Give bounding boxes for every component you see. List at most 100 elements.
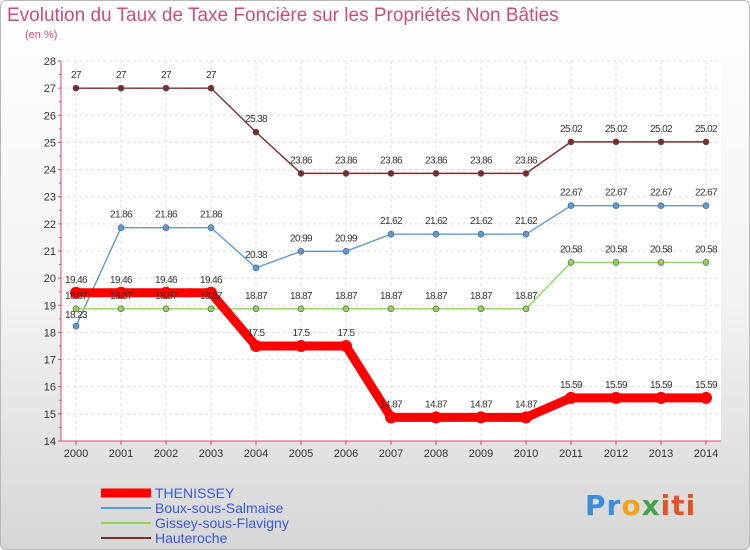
data-point-3 [432, 170, 440, 177]
data-point-3 [522, 170, 530, 177]
data-label: 27 [161, 70, 172, 81]
data-point-2 [432, 305, 440, 313]
data-label: 20.58 [560, 244, 583, 255]
data-point-3 [612, 138, 620, 146]
data-point-0 [250, 340, 262, 352]
data-point-0 [70, 286, 82, 299]
data-label: 20.99 [335, 233, 358, 244]
data-label: 14.87 [380, 399, 403, 410]
data-point-0 [205, 286, 217, 299]
y-tick-label: 17 [44, 355, 56, 367]
data-point-3 [387, 170, 395, 177]
data-label: 27 [116, 70, 127, 81]
y-tick-label: 24 [44, 165, 56, 177]
data-label: 18.23 [65, 310, 88, 321]
data-point-0 [520, 411, 532, 424]
data-label: 18.87 [155, 291, 178, 302]
data-label: 20.58 [605, 244, 628, 255]
data-point-1 [117, 224, 125, 231]
y-tick-label: 14 [44, 436, 56, 448]
data-point-1 [297, 247, 305, 255]
chart-subtitle: (en %) [25, 29, 58, 41]
y-tick-label: 28 [44, 56, 56, 68]
data-point-1 [567, 202, 575, 209]
legend-label: Gissey-sous-Flavigny [155, 515, 289, 531]
data-point-3 [567, 138, 575, 146]
data-point-2 [477, 305, 485, 313]
data-label: 25.02 [650, 124, 673, 135]
y-tick-label: 18 [44, 327, 56, 339]
data-point-0 [655, 391, 667, 404]
x-tick-label: 2006 [334, 448, 358, 460]
data-label: 18.87 [245, 291, 268, 302]
y-tick-label: 23 [44, 192, 56, 204]
legend-label: THENISSEY [155, 485, 235, 501]
data-point-2 [612, 259, 620, 266]
data-label: 18.87 [200, 291, 223, 302]
data-point-3 [297, 170, 305, 177]
x-tick-label: 2010 [514, 448, 538, 460]
data-label: 20.99 [290, 233, 313, 244]
data-point-2 [567, 259, 575, 266]
data-point-0 [340, 340, 352, 352]
x-tick-label: 2014 [694, 448, 718, 460]
data-point-0 [475, 411, 487, 424]
data-label: 20.58 [695, 244, 718, 255]
y-tick-label: 25 [44, 137, 56, 149]
data-label: 18.87 [425, 291, 448, 302]
data-label: 21.86 [200, 210, 223, 221]
y-tick-label: 19 [44, 300, 56, 312]
x-tick-label: 2012 [604, 448, 628, 460]
data-point-2 [207, 305, 215, 313]
data-label: 21.62 [470, 216, 493, 227]
data-point-1 [252, 264, 260, 272]
data-point-2 [72, 305, 80, 313]
data-point-1 [207, 224, 215, 231]
data-label: 25.02 [605, 124, 628, 135]
x-tick-label: 2008 [424, 448, 448, 460]
data-label: 25.02 [560, 124, 583, 135]
data-label: 14.87 [470, 399, 493, 410]
x-tick-label: 2003 [199, 448, 223, 460]
y-tick-label: 20 [44, 273, 56, 285]
data-point-2 [657, 259, 665, 266]
data-label: 22.67 [560, 188, 583, 199]
data-label: 19.46 [65, 275, 88, 286]
data-point-3 [702, 138, 710, 146]
data-label: 18.87 [380, 291, 403, 302]
data-label: 23.86 [335, 155, 358, 166]
data-label: 18.87 [65, 291, 88, 302]
y-tick-label: 21 [44, 246, 56, 258]
data-label: 22.67 [650, 188, 673, 199]
data-point-0 [565, 391, 577, 404]
data-point-3 [477, 170, 485, 177]
x-tick-label: 2009 [469, 448, 493, 460]
data-label: 25.02 [695, 124, 718, 135]
x-tick-label: 2005 [289, 448, 313, 460]
data-label: 23.86 [515, 155, 538, 166]
data-label: 14.87 [515, 399, 538, 410]
proxiti-logo: Proxiti [585, 489, 697, 522]
y-tick-label: 16 [44, 382, 56, 394]
data-point-1 [612, 202, 620, 209]
y-tick-label: 27 [44, 83, 56, 95]
data-point-0 [700, 391, 712, 404]
data-point-0 [385, 411, 397, 424]
data-point-1 [657, 202, 665, 209]
data-point-3 [342, 170, 350, 177]
data-label: 15.59 [650, 380, 673, 391]
data-label: 18.87 [470, 291, 493, 302]
data-point-1 [72, 322, 80, 330]
data-label: 22.67 [695, 188, 718, 199]
data-point-2 [252, 305, 260, 313]
data-label: 21.86 [155, 210, 178, 221]
data-label: 20.58 [650, 244, 673, 255]
data-point-1 [522, 230, 530, 238]
x-tick-label: 2001 [109, 448, 133, 460]
data-label: 18.87 [110, 291, 133, 302]
data-point-1 [432, 230, 440, 238]
x-tick-label: 2013 [649, 448, 673, 460]
data-label: 23.86 [290, 155, 313, 166]
data-label: 19.46 [110, 275, 133, 286]
chart-title: Evolution du Taux de Taxe Foncière sur l… [7, 5, 559, 26]
